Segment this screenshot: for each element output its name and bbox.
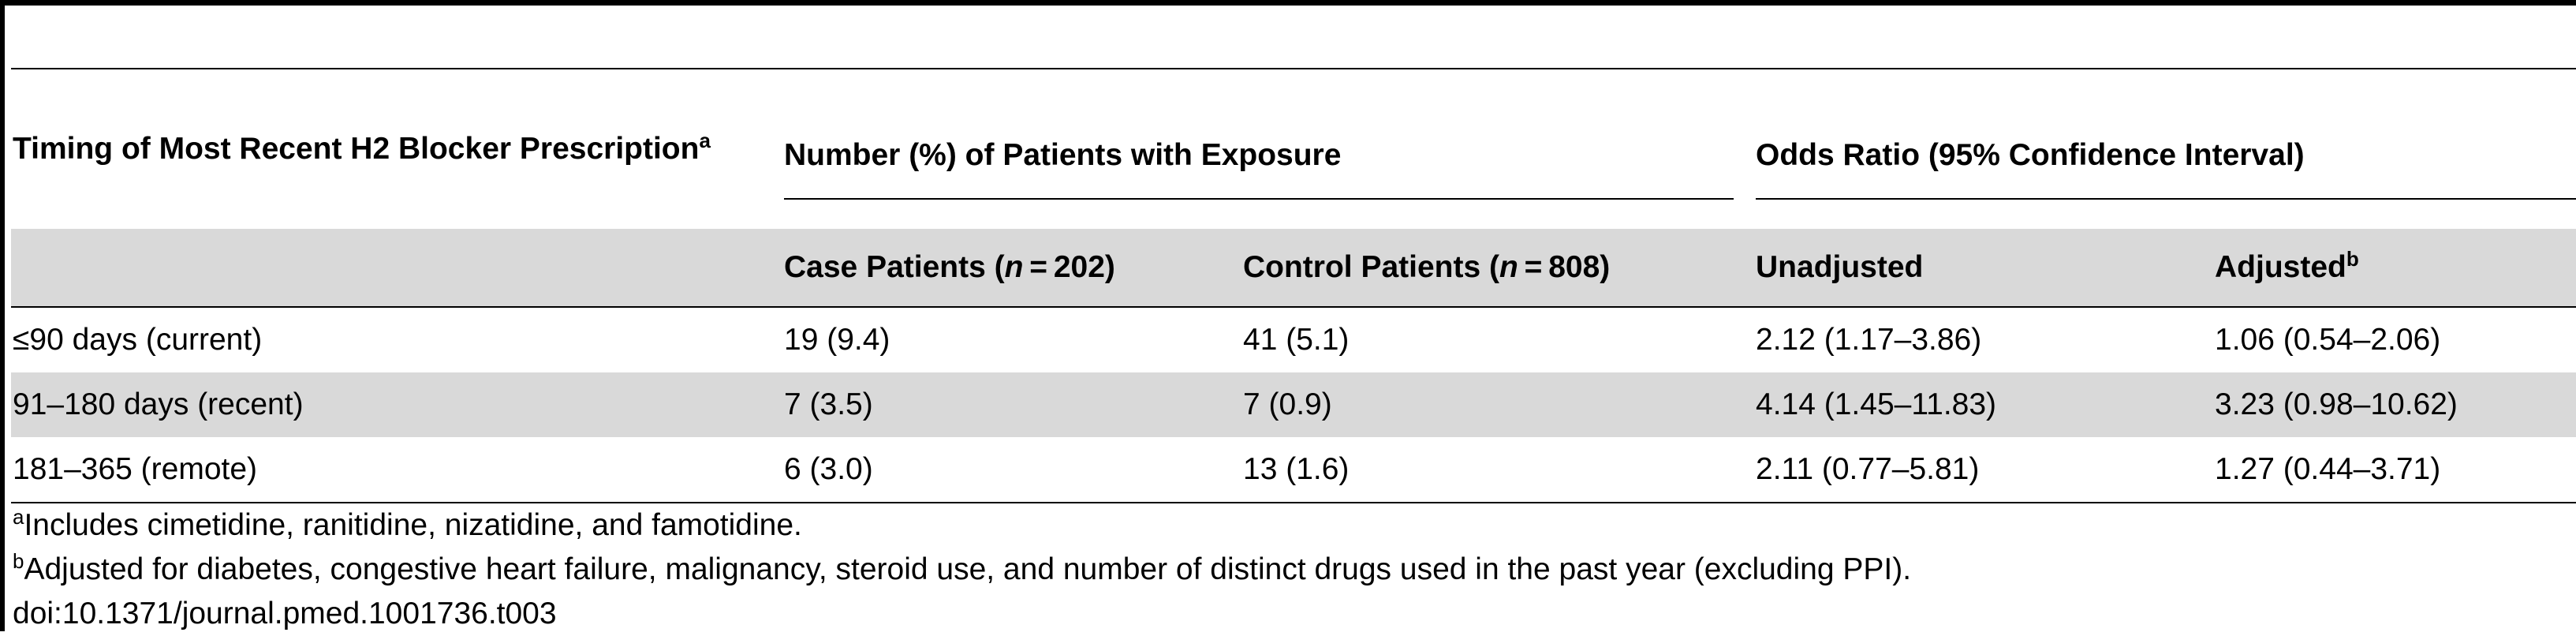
footnote-b-text: Adjusted for diabetes, congestive heart … — [24, 552, 1912, 586]
timing-header-footnote-marker: a — [699, 128, 711, 152]
footnote-a-text: Includes cimetidine, ranitidine, nizatid… — [24, 508, 802, 542]
case-header-n: n — [1004, 249, 1024, 284]
left-border-rule — [0, 0, 5, 631]
control-cell: 13 (1.6) — [1243, 437, 1757, 503]
unadjusted-header: Unadjusted — [1756, 229, 2216, 308]
h2-blocker-table: Timing of Most Recent H2 Blocker Prescri… — [11, 68, 2576, 503]
footnote-b: bAdjusted for diabetes, congestive heart… — [13, 548, 1911, 592]
control-cell: 41 (5.1) — [1243, 322, 1350, 357]
adjusted-header: Adjustedb — [2215, 229, 2576, 308]
control-cell: 7 (0.9) — [1243, 372, 1757, 437]
table-row: ≤90 days (current) 19 (9.4) 41 (5.1) 2.1… — [11, 307, 2576, 372]
timing-subheader-blank — [11, 229, 784, 308]
odds-ratio-group-header: Odds Ratio (95% Confidence Interval) — [1756, 69, 2576, 229]
control-header-suffix: = 808) — [1518, 249, 1611, 284]
exposure-group-header: Number (%) of Patients with Exposure — [784, 69, 1756, 229]
case-header-prefix: Case Patients ( — [784, 249, 1005, 284]
odds-ratio-group-label: Odds Ratio (95% Confidence Interval) — [1756, 138, 2576, 200]
data-table-container: Timing of Most Recent H2 Blocker Prescri… — [11, 68, 2576, 503]
timing-header-label: Timing of Most Recent H2 Blocker Prescri… — [13, 131, 700, 166]
footnote-a: aIncludes cimetidine, ranitidine, nizati… — [13, 503, 1911, 548]
table-row: 181–365 (remote) 6 (3.0) 13 (1.6) 2.11 (… — [11, 437, 2576, 503]
timing-cell: 181–365 (remote) — [11, 437, 784, 503]
footnote-b-marker: b — [13, 549, 24, 573]
adjusted-header-label: Adjusted — [2215, 249, 2346, 284]
doi-line: doi:10.1371/journal.pmed.1001736.t003 — [13, 597, 557, 630]
timing-cell: ≤90 days (current) — [13, 322, 263, 357]
table-row: 91–180 days (recent) 7 (3.5) 7 (0.9) 4.1… — [11, 372, 2576, 437]
exposure-group-label: Number (%) of Patients with Exposure — [784, 138, 1734, 200]
case-header-suffix: = 202) — [1023, 249, 1115, 284]
table-footnotes: aIncludes cimetidine, ranitidine, nizati… — [13, 503, 1911, 636]
case-cell: 19 (9.4) — [784, 322, 890, 357]
case-cell: 6 (3.0) — [784, 437, 1243, 503]
control-patients-header: Control Patients (n = 808) — [1243, 229, 1757, 308]
case-patients-header: Case Patients (n = 202) — [784, 229, 1243, 308]
adjusted-cell: 1.06 (0.54–2.06) — [2215, 322, 2441, 357]
timing-header: Timing of Most Recent H2 Blocker Prescri… — [11, 69, 784, 229]
footnote-a-marker: a — [13, 505, 24, 529]
unadjusted-cell: 2.12 (1.17–3.86) — [1756, 322, 1982, 357]
adjusted-header-footnote-marker: b — [2346, 246, 2359, 271]
unadjusted-cell: 2.11 (0.77–5.81) — [1756, 437, 2216, 503]
adjusted-cell: 1.27 (0.44–3.71) — [2215, 437, 2576, 503]
timing-cell: 91–180 days (recent) — [11, 372, 784, 437]
adjusted-cell: 3.23 (0.98–10.62) — [2215, 372, 2576, 437]
header-row-sub: Case Patients (n = 202) Control Patients… — [11, 229, 2576, 308]
control-header-n: n — [1499, 249, 1518, 284]
control-header-prefix: Control Patients ( — [1243, 249, 1500, 284]
top-border-rule — [5, 0, 2576, 6]
header-row-top: Timing of Most Recent H2 Blocker Prescri… — [11, 69, 2576, 229]
unadjusted-cell: 4.14 (1.45–11.83) — [1756, 372, 2216, 437]
case-cell: 7 (3.5) — [784, 372, 1243, 437]
